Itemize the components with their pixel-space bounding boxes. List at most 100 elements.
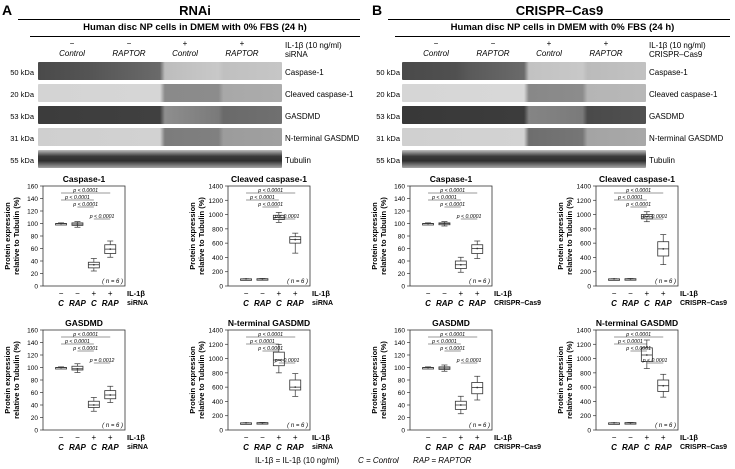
chart3-mean-3 — [109, 394, 112, 396]
chart8-ytick-label-5: 1000 — [577, 356, 592, 363]
lane-a3-group: Control — [172, 49, 198, 58]
chart7-row2-label: CRISPR–Cas9 — [494, 444, 541, 451]
chart4-ytick-label-5: 1000 — [209, 356, 224, 363]
chart3-row2-label: siRNA — [127, 444, 148, 451]
blot-a4-label: N-terminal GASDMD — [285, 134, 360, 143]
chart7-ytick-label-4: 80 — [398, 378, 406, 385]
lane-a1-group: Control — [59, 49, 85, 58]
chart1-mean-3 — [109, 248, 112, 251]
blot-b1-caspase1 — [402, 62, 646, 80]
blot-b2-mw: 20 kDa — [376, 90, 400, 99]
chart2-pval-3: p < 0.0001 — [274, 214, 300, 220]
chart2-row2-label: siRNA — [312, 300, 333, 307]
chart6-ytick-label-6: 1200 — [577, 198, 592, 205]
panel-b-condition: Human disc NP cells in DMEM with 0% FBS … — [450, 22, 675, 33]
blot-b5-label: Tubulin — [649, 156, 675, 165]
chart1-ytick-label-5: 100 — [27, 221, 38, 228]
chart4-title: N-terminal GASDMD — [228, 318, 310, 328]
chart1-pval-3: p < 0.0001 — [89, 214, 115, 220]
blot-a1-mw: 50 kDa — [10, 68, 34, 77]
chart5-cat-0: C — [425, 299, 431, 308]
chart4-pval-2: p < 0.0001 — [257, 346, 283, 352]
chart2-ytick-label-1: 200 — [212, 269, 223, 276]
chart8-pval-2: p < 0.0001 — [625, 346, 651, 352]
chart2-ytick-label-2: 400 — [212, 255, 223, 262]
chart6-ytick-label-1: 200 — [580, 269, 591, 276]
chart3-cat-2: C — [91, 443, 97, 452]
panel-b-condition-rule — [395, 36, 730, 37]
chart4-ytick-label-1: 200 — [212, 413, 223, 420]
chart1-ytick-label-1: 20 — [31, 271, 39, 278]
chart8-ytick-label-0: 0 — [587, 428, 591, 435]
chart3-mean-2 — [92, 404, 95, 406]
chart7-ytick-label-6: 120 — [394, 353, 405, 360]
chart8-cat-1: RAP — [622, 443, 640, 452]
chart7-mean-2 — [459, 404, 462, 406]
chart2-ytick-label-3: 600 — [212, 241, 223, 248]
chart4-mean-3 — [294, 386, 297, 389]
chart4-cat-3: RAP — [287, 443, 305, 452]
chart1-mean-2 — [92, 263, 95, 266]
panel-a-intervention-label: siRNA — [285, 50, 308, 59]
chart7-ylabel-line1: Protein expression — [370, 346, 379, 414]
chart7-n: ( n = 6 ) — [469, 423, 490, 429]
blot-b3-label: GASDMD — [649, 112, 685, 121]
blot-a4-mw: 31 kDa — [10, 134, 34, 143]
blot-b3-mw: 53 kDa — [376, 112, 400, 121]
chart5-ytick-label-0: 0 — [401, 284, 405, 291]
chart6-cat-2: C — [644, 299, 650, 308]
chart6-row2-label: CRISPR–Cas9 — [680, 300, 727, 307]
blot-a1-caspase1 — [38, 62, 282, 80]
chart1-pval-0: p < 0.0001 — [72, 188, 98, 194]
chart7-pval-2: p < 0.0001 — [439, 346, 465, 352]
chart3-n: ( n = 6 ) — [102, 423, 123, 429]
chart6-ylabel-line1: Protein expression — [556, 202, 565, 270]
chart3-ytick-label-4: 80 — [31, 378, 39, 385]
footnote-raptor: RAP = RAPTOR — [413, 456, 472, 465]
panel-b-title: CRISPR–Cas9 — [515, 3, 604, 18]
panel-a-condition-rule — [30, 36, 360, 37]
chart3-sign-2: + — [92, 433, 97, 442]
chart2-ytick-label-5: 1000 — [209, 212, 224, 219]
lane-b2-group: RAPTOR — [476, 49, 510, 58]
chart4-ytick-label-6: 1200 — [209, 342, 224, 349]
chart8-ytick-label-1: 200 — [580, 413, 591, 420]
chart5-ytick-label-7: 140 — [394, 196, 405, 203]
chart4-box-2 — [272, 351, 285, 367]
chart2-ytick-label-0: 0 — [219, 284, 223, 291]
chart4-frame — [227, 329, 311, 431]
chart6-ylabel-line2: relative to Tubulin (%) — [565, 197, 574, 275]
chart7-pval-1: p < 0.0001 — [431, 339, 457, 345]
blot-a4-nterm-gasdmd — [38, 128, 282, 146]
chart6-sign-2: + — [645, 289, 650, 298]
chart7-ytick-label-5: 100 — [394, 365, 405, 372]
chart7-title: GASDMD — [432, 318, 470, 328]
chart6-ytick-label-7: 1400 — [577, 184, 592, 191]
lane-b1-sign: − — [433, 39, 439, 48]
chart6-sign-3: + — [661, 289, 666, 298]
chart7-ytick-label-7: 140 — [394, 340, 405, 347]
panel-b-intervention-label: CRISPR–Cas9 — [649, 50, 703, 59]
chart7-ytick-label-3: 60 — [398, 390, 406, 397]
chart8-cat-0: C — [611, 443, 617, 452]
chart1-cat-2: C — [91, 299, 97, 308]
chart8-ytick-label-2: 400 — [580, 399, 591, 406]
chart4-cat-0: C — [243, 443, 249, 452]
chart6-ytick-label-5: 1000 — [577, 212, 592, 219]
chart7-ytick-label-8: 160 — [394, 328, 405, 335]
chart2-ytick-label-7: 1400 — [209, 184, 224, 191]
panel-a-title-rule — [18, 19, 360, 20]
chart8-mean-2 — [645, 354, 648, 356]
panel-b-title-rule — [388, 19, 730, 20]
blot-b4-label: N-terminal GASDMD — [649, 134, 724, 143]
lane-a2-group: RAPTOR — [112, 49, 146, 58]
chart2-sign-3: + — [293, 289, 298, 298]
chart5-ytick-label-2: 40 — [398, 259, 406, 266]
chart7-sign-0: − — [426, 433, 431, 442]
chart4-ytick-label-0: 0 — [219, 428, 223, 435]
chart4-cat-1: RAP — [254, 443, 272, 452]
chart8-sign-2: + — [645, 433, 650, 442]
chart5-mean-1 — [443, 222, 446, 225]
chart3-sign-1: − — [75, 433, 80, 442]
